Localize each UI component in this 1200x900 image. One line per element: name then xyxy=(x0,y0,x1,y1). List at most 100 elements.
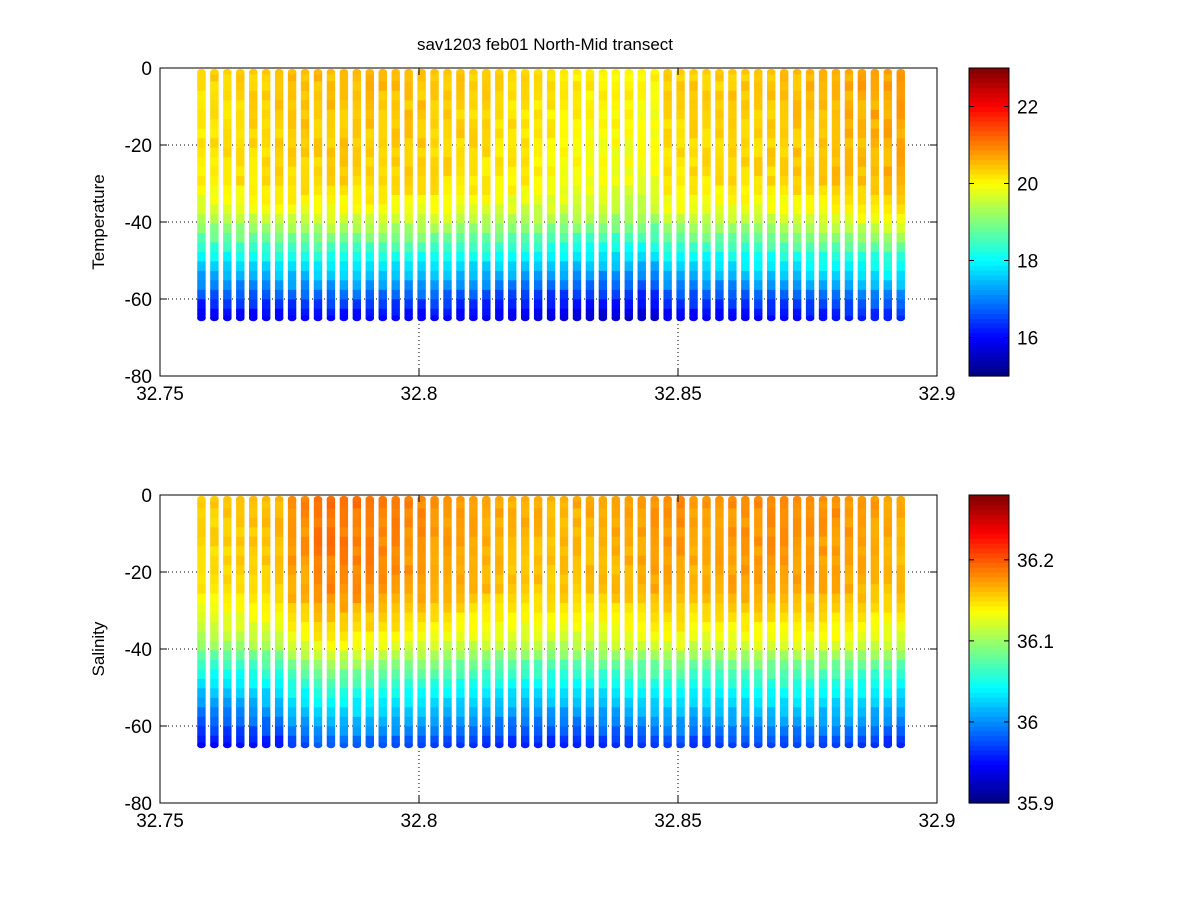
profile-segment xyxy=(663,536,672,547)
profile-segment xyxy=(663,195,672,206)
profile-segment xyxy=(236,555,245,566)
profile-segment xyxy=(611,622,621,633)
profile-segment xyxy=(313,641,323,652)
profile-segment xyxy=(883,508,892,519)
profile-top-cap xyxy=(508,495,517,502)
y-tick-label: 0 xyxy=(141,486,152,507)
profile-segment xyxy=(236,716,245,727)
profile-segment xyxy=(572,508,582,519)
profile-segment xyxy=(650,138,659,149)
profile-segment xyxy=(533,527,543,538)
profile-segment xyxy=(520,128,530,139)
profile-segment xyxy=(637,536,646,547)
profile xyxy=(495,68,504,322)
profile-segment xyxy=(741,565,750,576)
profile-segment xyxy=(546,603,556,614)
profile-segment xyxy=(818,289,828,300)
colorbar-band xyxy=(969,130,1009,136)
profile-segment xyxy=(469,81,478,92)
profile-segment xyxy=(779,716,789,727)
profile-segment xyxy=(676,204,685,215)
profile-segment xyxy=(274,261,284,272)
profile-segment xyxy=(520,565,530,576)
profile-segment xyxy=(404,546,413,557)
profile-segment xyxy=(197,71,206,82)
profile-segment xyxy=(326,176,336,187)
profile-segment xyxy=(391,261,400,272)
colorbar-band xyxy=(969,788,1009,794)
profile-segment xyxy=(210,498,219,509)
profile xyxy=(417,495,426,749)
profile-segment xyxy=(249,176,258,187)
profile-bottom-cap xyxy=(533,742,543,749)
figure-title: sav1203 feb01 North-Mid transect xyxy=(417,35,673,54)
profile-segment xyxy=(443,612,452,623)
profile-segment xyxy=(805,223,815,234)
profile-segment xyxy=(469,565,478,576)
profile-segment xyxy=(844,289,854,300)
profile-segment xyxy=(533,157,543,168)
profile-segment xyxy=(456,90,465,101)
profile-segment xyxy=(326,498,336,509)
profile-segment xyxy=(520,735,530,746)
profile-segment xyxy=(857,204,867,215)
profile-bottom-cap xyxy=(857,315,867,322)
profile-top-cap xyxy=(210,68,219,75)
profile-segment xyxy=(236,232,245,244)
profile-segment xyxy=(844,100,854,111)
profile-top-cap xyxy=(728,495,737,502)
colorbar-band xyxy=(969,140,1009,146)
profile-segment xyxy=(533,232,543,244)
profile-segment xyxy=(572,517,582,528)
profile-segment xyxy=(313,100,323,111)
profile-segment xyxy=(404,195,413,206)
profile-segment xyxy=(870,119,880,130)
profile-segment xyxy=(637,622,646,633)
profile-segment xyxy=(223,555,232,566)
profile-top-cap xyxy=(689,68,698,75)
profile-segment xyxy=(249,195,258,206)
profile-segment xyxy=(870,270,880,281)
profile-segment xyxy=(417,707,426,718)
profile xyxy=(456,495,465,749)
profile-segment xyxy=(792,565,802,576)
profile-segment xyxy=(223,527,232,538)
profile-segment xyxy=(805,251,815,262)
colorbar-band xyxy=(969,764,1009,770)
profile-segment xyxy=(676,280,685,291)
profile-segment xyxy=(818,166,828,177)
profile-segment xyxy=(779,81,789,92)
profile-segment xyxy=(883,214,892,225)
profile-segment xyxy=(365,81,374,92)
profile-segment xyxy=(896,147,905,158)
profile-segment xyxy=(611,612,621,623)
profile-segment xyxy=(702,204,711,215)
profile-segment xyxy=(624,308,633,319)
profile-segment xyxy=(728,289,737,300)
profile-segment xyxy=(896,622,905,633)
profile-segment xyxy=(223,261,232,272)
profile-segment xyxy=(313,659,323,671)
profile-segment xyxy=(728,176,737,187)
profile-segment xyxy=(236,565,245,576)
profile-segment xyxy=(754,536,763,547)
profile-segment xyxy=(728,735,737,746)
profile-segment xyxy=(430,508,439,519)
profile-segment xyxy=(844,565,854,576)
profile-top-cap xyxy=(650,68,659,75)
profile-segment xyxy=(197,214,206,225)
profile-segment xyxy=(210,100,219,111)
profile-segment xyxy=(520,157,530,168)
profile-segment xyxy=(326,166,336,177)
profile-segment xyxy=(792,631,802,642)
profile-segment xyxy=(365,517,374,528)
profile-segment xyxy=(598,109,608,120)
profile-segment xyxy=(559,166,569,177)
profile-segment xyxy=(559,185,569,196)
profile-segment xyxy=(585,641,595,652)
profile-segment xyxy=(378,289,387,300)
profile-segment xyxy=(715,195,724,206)
profile-segment xyxy=(702,308,711,319)
profile-segment xyxy=(391,90,400,101)
profile-segment xyxy=(741,726,750,737)
